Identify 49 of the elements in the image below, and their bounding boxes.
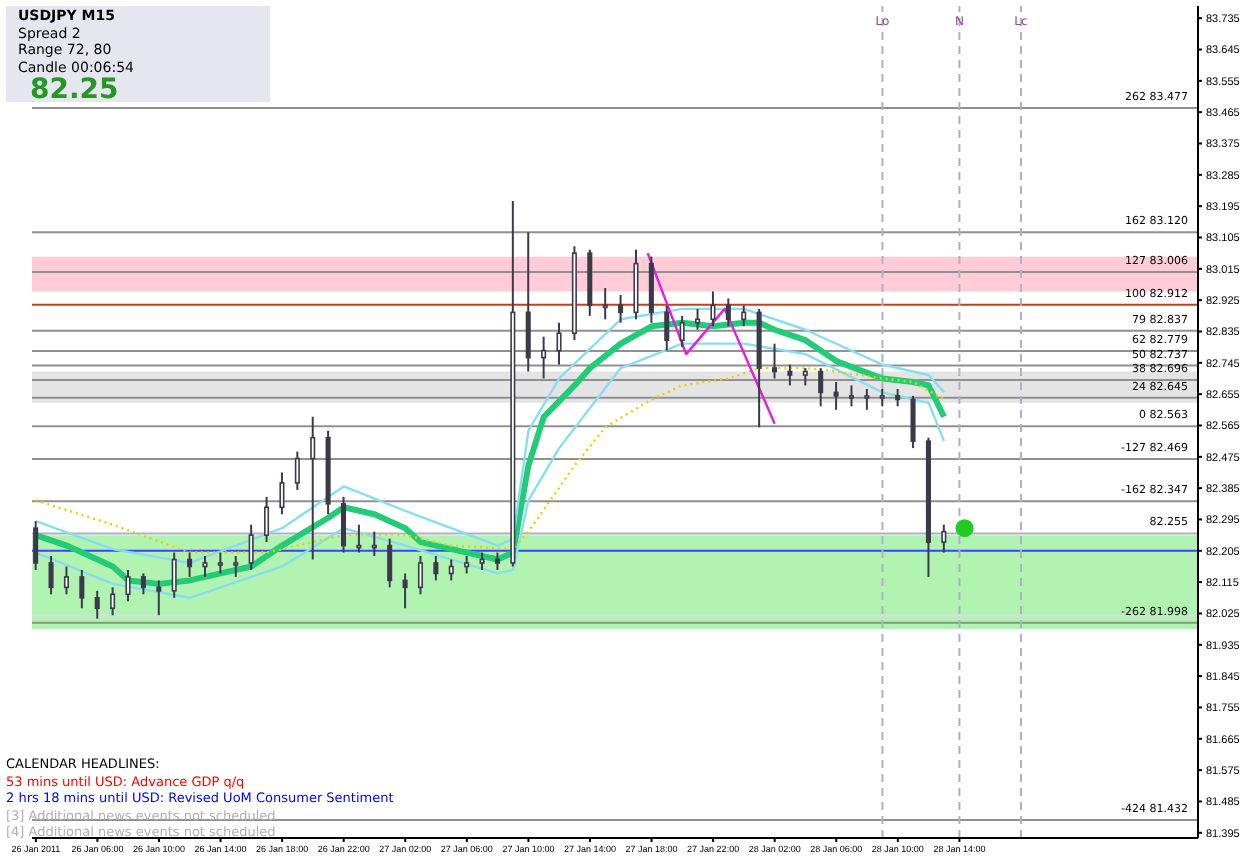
- candlestick: [387, 537, 393, 589]
- candlestick: [787, 363, 793, 387]
- candlestick: [725, 297, 731, 328]
- candlestick: [233, 555, 239, 578]
- candlestick: [63, 565, 69, 596]
- candlestick: [556, 321, 562, 366]
- candlestick: [294, 450, 300, 491]
- candlestick: [679, 314, 685, 349]
- candlestick: [525, 231, 531, 373]
- candlestick: [310, 415, 316, 561]
- candlestick: [541, 335, 547, 380]
- candlestick: [187, 551, 193, 578]
- candlestick: [217, 551, 223, 575]
- candlestick: [602, 286, 608, 321]
- candlestick: [618, 293, 624, 324]
- line-series: [646, 251, 776, 425]
- candlestick: [695, 307, 701, 331]
- candlestick: [140, 572, 146, 596]
- candlestick: [356, 523, 362, 554]
- candlestick: [264, 495, 270, 544]
- candlestick: [771, 342, 778, 380]
- candlestick: [664, 304, 670, 352]
- line-series: [34, 366, 946, 554]
- candlestick: [171, 551, 177, 599]
- candlestick: [279, 471, 285, 516]
- candlestick: [33, 520, 39, 571]
- candlestick: [864, 387, 870, 411]
- candlestick: [371, 530, 377, 558]
- candlestick: [433, 555, 439, 582]
- candlestick: [48, 555, 54, 596]
- candlestick: [125, 568, 131, 603]
- candlestick: [941, 523, 947, 554]
- candlestick: [94, 589, 100, 620]
- candlestick: [848, 384, 854, 408]
- candlestick: [741, 304, 747, 328]
- candlestick: [110, 586, 116, 617]
- candlestick: [202, 555, 208, 578]
- candlestick: [910, 394, 916, 450]
- candlestick: [402, 572, 408, 610]
- candlestick: [833, 380, 839, 411]
- candlestick: [79, 568, 85, 610]
- candlestick: [156, 579, 162, 617]
- candlestick: [448, 558, 454, 582]
- candlestick: [248, 523, 254, 571]
- candlestick: [417, 555, 424, 596]
- annotation: 82.25: [30, 74, 121, 106]
- candlestick: [340, 495, 347, 554]
- candlestick: [710, 290, 716, 328]
- candlestick: [818, 367, 824, 408]
